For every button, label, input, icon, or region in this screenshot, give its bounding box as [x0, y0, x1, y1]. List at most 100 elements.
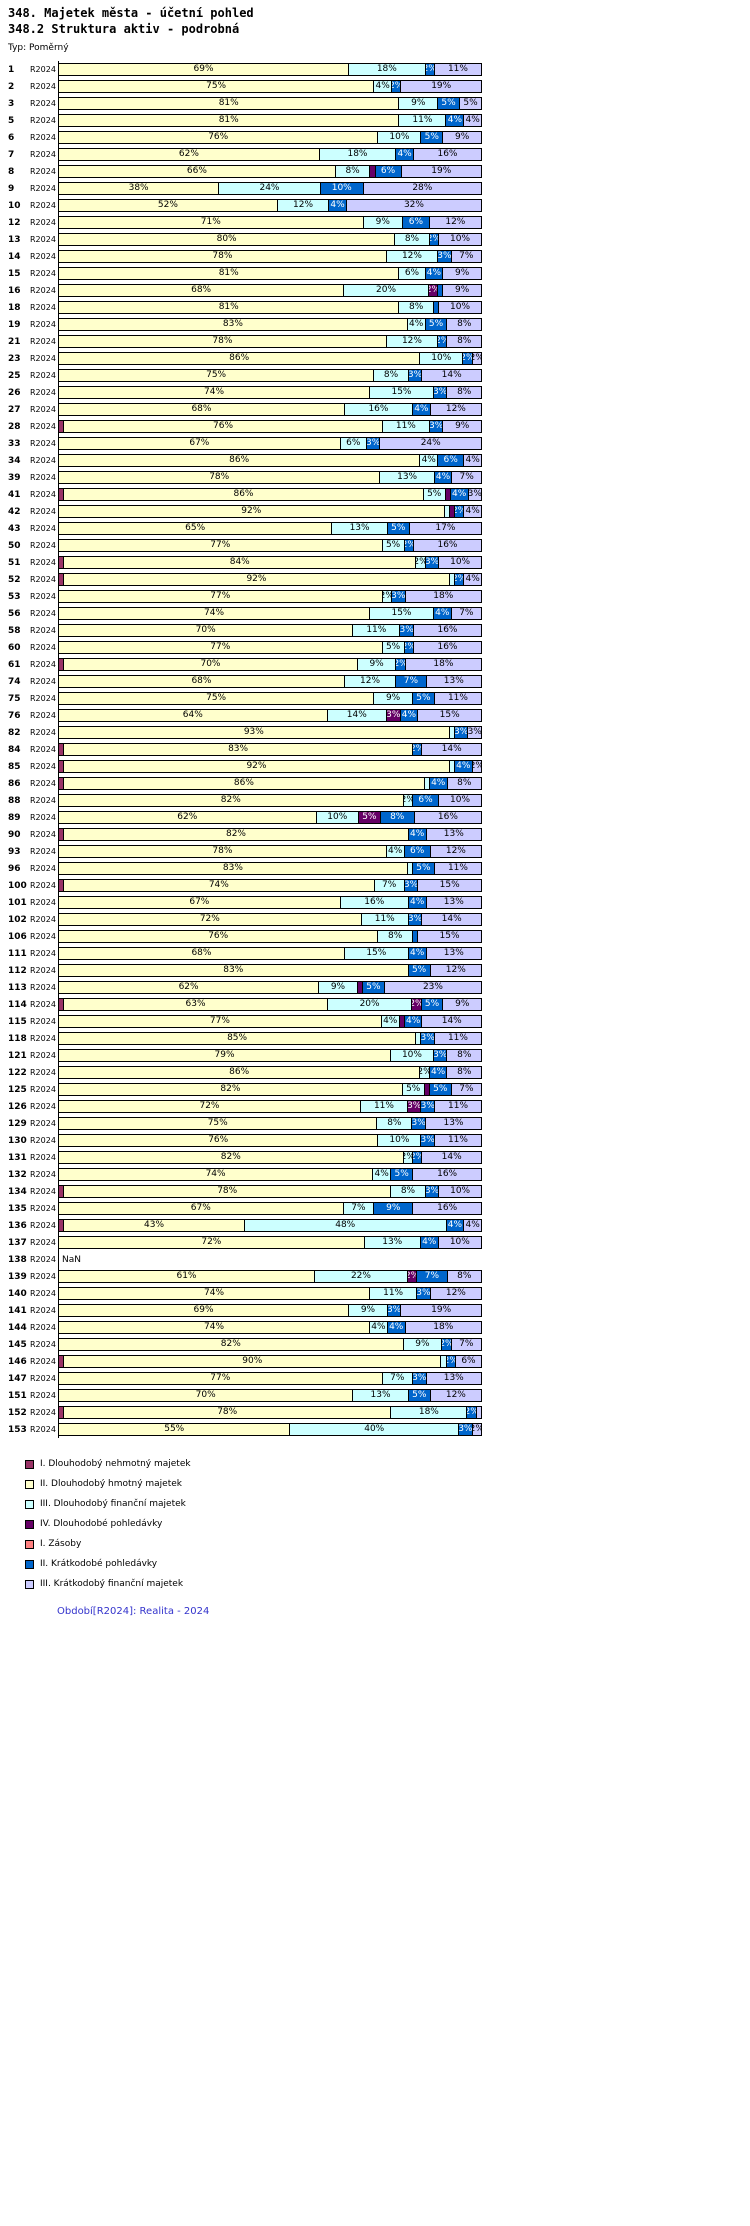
- row-period-label: R2024: [30, 830, 56, 839]
- bar-segment-kp: 3%: [407, 370, 422, 381]
- bar-segment-dfm: 18%: [318, 149, 396, 160]
- bar-segment-dfm: 8%: [376, 1118, 412, 1129]
- bar-segment-dfm: 11%: [360, 914, 408, 925]
- row-stacked-bar: 72% 11% 3% 14%: [59, 913, 482, 926]
- segment-value-label: 40%: [364, 1424, 385, 1434]
- bar-segment-dfm: 11%: [398, 115, 446, 126]
- segment-value-label: 81%: [218, 302, 239, 312]
- row-plot-area: 69% 9% 3% 19%: [58, 1302, 482, 1319]
- nan-value-label: NaN: [62, 1254, 81, 1265]
- row-stacked-bar: 68% 15% 4% 13%: [59, 947, 482, 960]
- row-period-label: R2024: [30, 235, 56, 244]
- row-stacked-bar: 65% 13% 5% 17%: [59, 522, 482, 535]
- row-plot-area: 74% 15% 4% 7%: [58, 605, 482, 622]
- bar-segment-dfm: 12%: [343, 676, 396, 687]
- bar-segment-kp: 6%: [374, 166, 401, 177]
- row-number: 3: [8, 98, 15, 109]
- row-number: 122: [8, 1067, 27, 1078]
- segment-value-label: 48%: [335, 1220, 356, 1230]
- bar-segment-kp: 4%: [399, 710, 418, 721]
- bar-segment-kp: 4%: [419, 1237, 438, 1248]
- row-stacked-bar: 92% 4%2%: [59, 760, 482, 773]
- row-period-label: R2024: [30, 626, 56, 635]
- segment-value-label: 80%: [216, 234, 237, 244]
- row-plot-area: 67% 16% 4% 13%: [58, 894, 482, 911]
- legend-swatch-kfm: [25, 1579, 34, 1589]
- segment-value-label: 13%: [370, 1390, 391, 1400]
- row-plot-area: 79% 10% 3% 8%: [58, 1047, 482, 1064]
- bar-segment-dhm: 93%: [59, 727, 449, 738]
- row-number: 126: [8, 1101, 27, 1112]
- row-period-label: R2024: [30, 694, 56, 703]
- segment-value-label: 11%: [447, 863, 468, 873]
- row-number: 26: [8, 387, 21, 398]
- bar-segment-dfm: 9%: [318, 982, 357, 993]
- row-plot-area: NaN: [58, 1251, 482, 1268]
- row-number: 140: [8, 1288, 27, 1299]
- segment-value-label: 9%: [360, 1305, 376, 1315]
- segment-value-label: 3%: [411, 1118, 425, 1128]
- chart-row: 129 R2024 75% 8% 3% 13%: [0, 1115, 750, 1132]
- chart-row: 132 R2024 74% 4% 5% 16%: [0, 1166, 750, 1183]
- segment-value-label: 4%: [435, 472, 451, 482]
- bar-segment-dhm: 67%: [59, 1203, 343, 1214]
- row-plot-area: 83% 2% 14%: [58, 741, 482, 758]
- bar-segment-kp: 2%: [411, 744, 422, 755]
- bar-segment-kp: 3%: [424, 557, 439, 568]
- bar-segment-dfm: 4%: [419, 455, 438, 466]
- row-stacked-bar: 68% 20% 2% 9%: [59, 284, 482, 297]
- bar-segment-dfm: 5%: [381, 642, 404, 653]
- chart-row: 58 R2024 70% 11% 3% 16%: [0, 622, 750, 639]
- bar-segment-kfm: 10%: [438, 795, 481, 806]
- legend-item-dnm: I. Dlouhodobý nehmotný majetek: [25, 1454, 750, 1474]
- row-stacked-bar: 68% 12% 7% 13%: [59, 675, 482, 688]
- segment-value-label: 86%: [229, 353, 250, 363]
- segment-value-label: 6%: [380, 166, 396, 176]
- bar-segment-dhm: 83%: [59, 319, 407, 330]
- bar-segment-dhm: 68%: [59, 676, 344, 687]
- chart-row: 53 R2024 77% 2%3% 18%: [0, 588, 750, 605]
- segment-value-label: 20%: [359, 999, 380, 1009]
- segment-value-label: 68%: [191, 948, 212, 958]
- row-stacked-bar: 83% 5% 12%: [59, 964, 482, 977]
- row-number: 134: [8, 1186, 27, 1197]
- row-stacked-bar: 81% 6% 4% 9%: [59, 267, 482, 280]
- chart-row: 61 R2024 70% 9% 2% 18%: [0, 656, 750, 673]
- row-stacked-bar: 82% 2% 6% 10%: [59, 794, 482, 807]
- segment-value-label: 92%: [241, 506, 262, 516]
- bar-segment-dfm: 2%: [402, 795, 412, 806]
- segment-value-label: 65%: [185, 523, 206, 533]
- bar-segment-dfm: 15%: [343, 948, 408, 959]
- row-number: 139: [8, 1271, 27, 1282]
- row-period-label: R2024: [30, 1238, 56, 1247]
- row-number: 153: [8, 1424, 27, 1435]
- segment-value-label: 9%: [455, 132, 470, 142]
- segment-value-label: 79%: [214, 1050, 235, 1060]
- bar-segment-dfm: 16%: [343, 404, 412, 415]
- segment-value-label: 11%: [374, 914, 395, 924]
- segment-value-label: 5%: [362, 812, 377, 822]
- segment-value-label: 9%: [455, 268, 470, 278]
- row-stacked-bar: 86% 4% 6% 4%: [59, 454, 482, 467]
- legend-label-dp: IV. Dlouhodobé pohledávky: [40, 1519, 163, 1529]
- segment-value-label: 90%: [242, 1356, 263, 1366]
- bar-segment-dhm: 81%: [59, 98, 399, 109]
- segment-value-label: 52%: [157, 200, 178, 210]
- segment-value-label: 76%: [208, 931, 229, 941]
- bar-segment-dfm: 13%: [379, 472, 434, 483]
- bar-segment-kp: 3%: [411, 1118, 425, 1129]
- row-number: 34: [8, 455, 21, 466]
- chart-row: 140 R2024 74% 11% 3% 12%: [0, 1285, 750, 1302]
- row-period-label: R2024: [30, 184, 56, 193]
- segment-value-label: 5%: [394, 1169, 409, 1179]
- bar-segment-dfm: [406, 863, 412, 874]
- bar-segment-kp: 10%: [319, 183, 363, 194]
- segment-value-label: 4%: [410, 948, 425, 958]
- segment-value-label: 86%: [229, 455, 250, 465]
- row-plot-area: 81% 11% 4% 4%: [58, 112, 482, 129]
- row-stacked-bar: 68% 16% 4% 12%: [59, 403, 482, 416]
- row-stacked-bar: 62% 9% 5% 23%: [59, 981, 482, 994]
- segment-value-label: 10%: [450, 557, 471, 567]
- legend-item-dfm: III. Dlouhodobý finanční majetek: [25, 1494, 750, 1514]
